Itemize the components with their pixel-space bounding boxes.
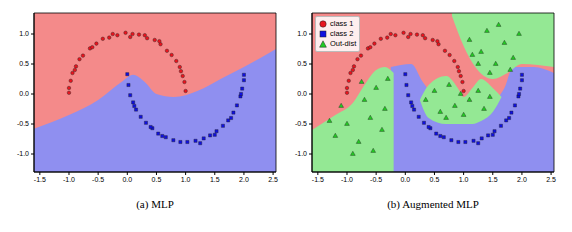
svg-text:-1.0: -1.0: [17, 150, 29, 157]
svg-text:2.5: 2.5: [546, 176, 556, 183]
svg-text:0.0: 0.0: [297, 90, 307, 97]
svg-text:1.5: 1.5: [488, 176, 498, 183]
svg-text:-0.5: -0.5: [370, 176, 382, 183]
html-text:class 2: class 2: [330, 29, 354, 38]
svg-text:-0.5: -0.5: [92, 176, 104, 183]
svg-text:0.5: 0.5: [297, 60, 307, 67]
svg-text:-1.0: -1.0: [63, 176, 75, 183]
html-text:class 1: class 1: [330, 19, 354, 28]
svg-text:0.5: 0.5: [430, 176, 440, 183]
html-text:(b) Augmented MLP: (b) Augmented MLP: [387, 198, 479, 210]
svg-text:0.0: 0.0: [122, 176, 132, 183]
svg-text:0.5: 0.5: [152, 176, 162, 183]
svg-text:-1.5: -1.5: [34, 176, 46, 183]
svg-text:2.5: 2.5: [268, 176, 278, 183]
svg-text:0.0: 0.0: [19, 90, 29, 97]
svg-text:1.0: 1.0: [297, 30, 307, 37]
svg-text:2.0: 2.0: [239, 176, 249, 183]
html-text:Out-dist: Out-dist: [330, 39, 357, 48]
svg-text:-1.5: -1.5: [312, 176, 324, 183]
svg-text:2.0: 2.0: [517, 176, 527, 183]
svg-text:1.0: 1.0: [19, 30, 29, 37]
svg-text:0.5: 0.5: [19, 60, 29, 67]
svg-text:0.0: 0.0: [400, 176, 410, 183]
svg-text:-0.5: -0.5: [295, 120, 307, 127]
svg-text:1.0: 1.0: [181, 176, 191, 183]
svg-text:-1.0: -1.0: [341, 176, 353, 183]
svg-text:1.0: 1.0: [459, 176, 469, 183]
svg-text:1.5: 1.5: [210, 176, 220, 183]
html-text:(a) MLP: (a) MLP: [136, 198, 174, 210]
svg-text:-1.0: -1.0: [295, 150, 307, 157]
svg-text:-0.5: -0.5: [17, 120, 29, 127]
